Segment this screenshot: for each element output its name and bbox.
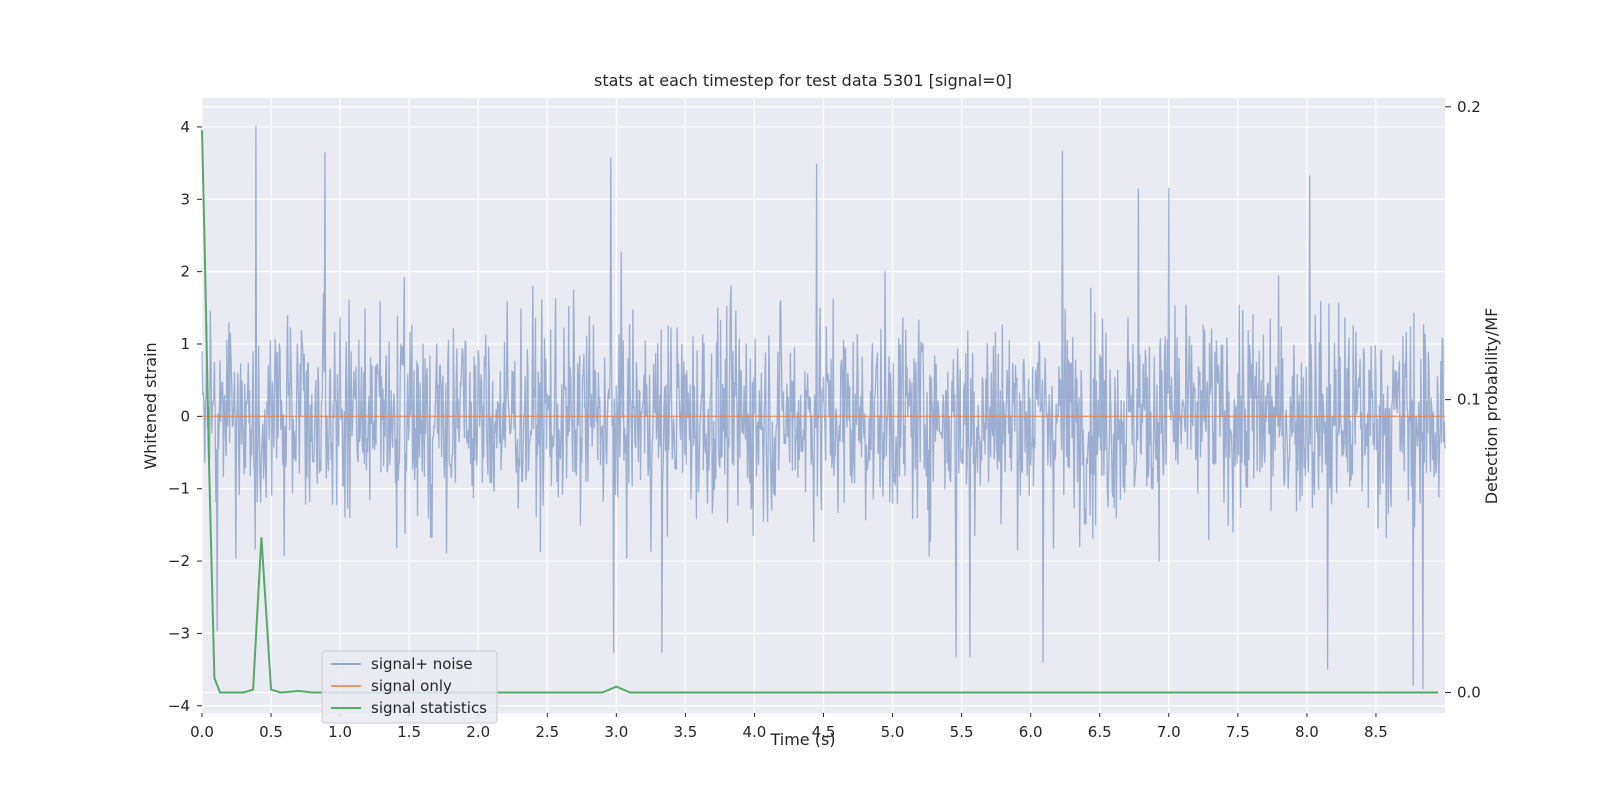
y-tick-label: −4 <box>168 697 190 715</box>
x-tick-label: 4.0 <box>743 723 767 741</box>
x-tick-label: 8.5 <box>1364 723 1388 741</box>
x-tick-label: 2.0 <box>466 723 490 741</box>
x-tick-label: 4.5 <box>812 723 836 741</box>
x-axis-label: Time (s) <box>769 730 835 749</box>
y-tick-label: 1 <box>180 335 190 353</box>
legend-label-stats: signal statistics <box>371 699 487 717</box>
x-tick-label: 0.0 <box>190 723 214 741</box>
chart-title: stats at each timestep for test data 530… <box>594 71 1012 90</box>
signal-noise-line <box>201 125 1446 690</box>
x-tick-label: 1.5 <box>397 723 421 741</box>
x-tick-label: 0.5 <box>259 723 283 741</box>
x-tick-label: 3.0 <box>604 723 628 741</box>
y-tick-label: −2 <box>168 552 190 570</box>
series-signal-statistics <box>201 130 1439 694</box>
x-tick-label: 7.5 <box>1226 723 1250 741</box>
signal-statistics-line <box>201 130 1439 694</box>
x-tick-label: 6.0 <box>1019 723 1043 741</box>
y2-tick-label: 0.0 <box>1457 684 1481 702</box>
x-tick-label: 2.5 <box>535 723 559 741</box>
y2-tick-label: 0.2 <box>1457 98 1481 116</box>
x-tick-label: 1.0 <box>328 723 352 741</box>
y-tick-label: 4 <box>180 118 190 136</box>
x-axis-ticks: 0.0 0.5 1.0 1.5 2.0 2.5 3.0 3.5 4.0 4.5 5.0 5.5 6.0 6… <box>190 713 1388 741</box>
series-signal-noise <box>201 125 1446 690</box>
y2-axis-ticks: 0.0 0.1 0.2 <box>1445 98 1481 702</box>
x-tick-label: 7.0 <box>1157 723 1181 741</box>
x-tick-label: 8.0 <box>1295 723 1319 741</box>
legend: signal+ noise signal only signal statist… <box>321 650 498 724</box>
y2-tick-label: 0.1 <box>1457 391 1481 409</box>
x-tick-label: 5.0 <box>881 723 905 741</box>
y-tick-label: 2 <box>180 263 190 281</box>
y2-axis-label: Detection probability/MF <box>1482 308 1501 505</box>
x-tick-label: 5.5 <box>950 723 974 741</box>
legend-label-signal: signal only <box>371 677 452 695</box>
y-axis-label: Whitened strain <box>141 342 160 469</box>
y-tick-label: 3 <box>180 190 190 208</box>
legend-box <box>321 650 498 724</box>
legend-label-noise: signal+ noise <box>371 655 473 673</box>
y-tick-label: −3 <box>168 624 190 642</box>
x-tick-label: 6.5 <box>1088 723 1112 741</box>
y-axis-ticks: −4 −3 −2 −1 0 1 2 3 4 <box>168 118 202 715</box>
x-tick-label: 3.5 <box>673 723 697 741</box>
y-tick-label: −1 <box>168 480 190 498</box>
y-tick-label: 0 <box>180 407 190 425</box>
